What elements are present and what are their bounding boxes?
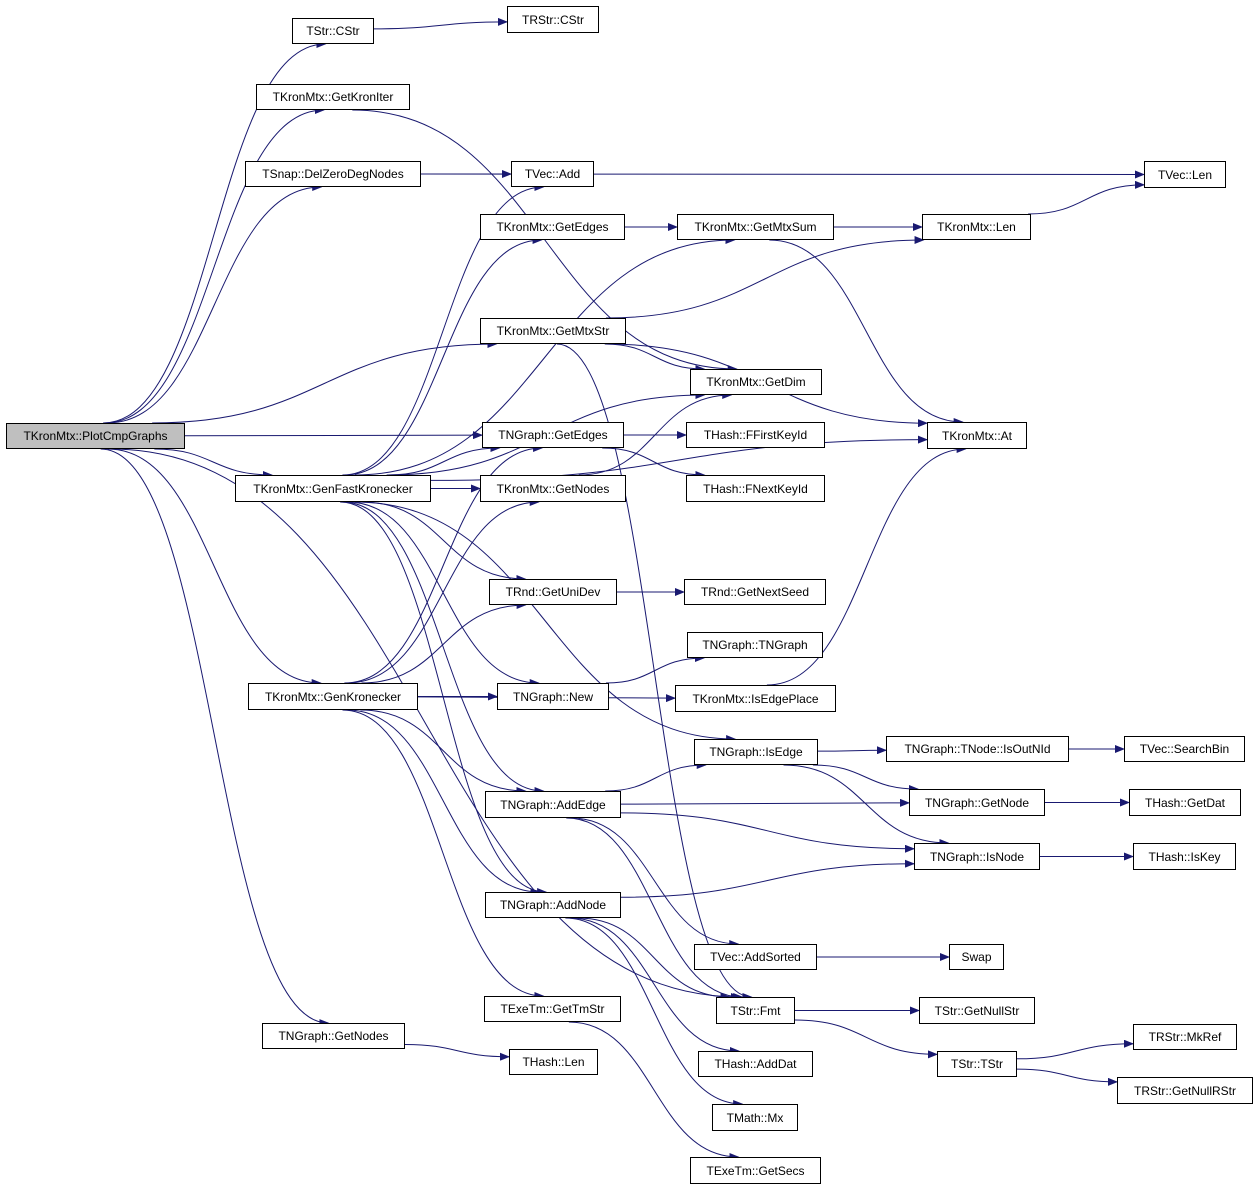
edge-tkronmtx-plotcmpgraphs-to-tkronmtx-getmtxstr <box>152 340 498 424</box>
node-trstr-cstr[interactable]: TRStr::CStr <box>507 6 599 33</box>
node-tngraph-isnode[interactable]: TNGraph::IsNode <box>914 843 1040 870</box>
edge-tkronmtx-len-to-tvec-len <box>1028 180 1145 215</box>
edge-tstr-fmt-to-tstr-tstr <box>794 1019 938 1059</box>
node-texetm-getsecs[interactable]: TExeTm::GetSecs <box>690 1157 821 1184</box>
node-tvec-addsorted[interactable]: TVec::AddSorted <box>694 944 817 970</box>
edge-tkronmtx-getmtxstr-to-tkronmtx-len <box>605 236 925 319</box>
edge-tngraph-getnodes-to-thash-len <box>404 1043 510 1061</box>
node-tkronmtx-getkroniter[interactable]: TKronMtx::GetKronIter <box>256 84 410 110</box>
edge-tngraph-isedge-to-tngraph-getnode <box>812 764 919 793</box>
edge-tkronmtx-plotcmpgraphs-to-tkronmtx-genkronecker <box>107 448 322 687</box>
node-trstr-getnullrstr[interactable]: TRStr::GetNullRStr <box>1117 1077 1253 1104</box>
edge-tkronmtx-plotcmpgraphs-to-tsnap-delzerodegnodes <box>107 183 323 424</box>
node-tkronmtx-at[interactable]: TKronMtx::At <box>927 422 1027 449</box>
edge-tkronmtx-genfastkronecker-to-tngraph-isedge <box>354 501 737 743</box>
node-tngraph-getnodes[interactable]: TNGraph::GetNodes <box>262 1023 405 1049</box>
edge-tkronmtx-plotcmpgraphs-to-tstr-cstr <box>103 40 327 424</box>
node-tngraph-tngraph[interactable]: TNGraph::TNGraph <box>687 632 823 658</box>
node-tstr-tstr[interactable]: TStr::TStr <box>937 1051 1017 1077</box>
edge-tkronmtx-isedgeplace-to-tkronmtx-at <box>766 445 967 686</box>
edge-tkronmtx-genkronecker-to-trnd-getunidev <box>361 601 527 684</box>
edge-tkronmtx-genfastkronecker-to-tkronmtx-getedges <box>344 236 543 476</box>
edge-tngraph-addnode-to-thash-adddat <box>569 917 740 1055</box>
node-thash-len[interactable]: THash::Len <box>509 1049 598 1075</box>
node-tvec-add[interactable]: TVec::Add <box>511 161 594 187</box>
node-tvec-searchbin[interactable]: TVec::SearchBin <box>1124 736 1245 762</box>
edge-tkronmtx-genfastkronecker-to-tkronmtx-getmtxsum <box>354 236 736 476</box>
node-trstr-mkref[interactable]: TRStr::MkRef <box>1133 1024 1237 1050</box>
node-tsnap-delzerodegnodes[interactable]: TSnap::DelZeroDegNodes <box>245 161 421 187</box>
node-tstr-cstr[interactable]: TStr::CStr <box>292 18 374 44</box>
edge-tkronmtx-getmtxsum-to-tkronmtx-at <box>769 239 964 426</box>
node-thash-adddat[interactable]: THash::AddDat <box>698 1051 813 1077</box>
node-tstr-getnullstr[interactable]: TStr::GetNullStr <box>919 997 1035 1024</box>
edge-tngraph-new-to-tngraph-tngraph <box>605 654 706 684</box>
node-tkronmtx-getnodes[interactable]: TKronMtx::GetNodes <box>480 475 626 502</box>
node-trnd-getnextseed[interactable]: TRnd::GetNextSeed <box>684 579 826 605</box>
edge-tkronmtx-plotcmpgraphs-to-tkronmtx-genfastkronecker <box>154 448 273 479</box>
edge-tkronmtx-genkronecker-to-texetm-gettmstr <box>342 709 545 1000</box>
node-swap[interactable]: Swap <box>949 944 1004 970</box>
node-tmath-mx[interactable]: TMath::Mx <box>712 1104 798 1131</box>
edge-tkronmtx-plotcmpgraphs-to-tstr-fmt <box>110 448 741 1001</box>
node-thash-ffirstkeyid[interactable]: THash::FFirstKeyId <box>686 422 825 448</box>
edge-tngraph-addedge-to-tvec-addsorted <box>570 817 740 948</box>
node-tkronmtx-len[interactable]: TKronMtx::Len <box>922 214 1031 240</box>
node-tkronmtx-genfastkronecker[interactable]: TKronMtx::GenFastKronecker <box>235 475 431 502</box>
edge-tkronmtx-genfastkronecker-to-tngraph-getedges <box>388 444 501 476</box>
node-tkronmtx-getdim[interactable]: TKronMtx::GetDim <box>690 369 822 395</box>
node-tngraph-new[interactable]: TNGraph::New <box>497 683 609 710</box>
node-tkronmtx-getedges[interactable]: TKronMtx::GetEdges <box>480 214 625 240</box>
edge-tngraph-addnode-to-tmath-mx <box>565 917 744 1108</box>
edge-tngraph-getedges-to-thash-fnextkeyid <box>602 447 706 479</box>
edge-tkronmtx-genkronecker-to-tngraph-addedge <box>360 709 527 795</box>
edge-tngraph-isedge-to-tngraph-isnode <box>783 764 950 847</box>
node-tngraph-addnode[interactable]: TNGraph::AddNode <box>485 892 621 918</box>
edge-tkronmtx-plotcmpgraphs-to-tkronmtx-getkroniter <box>104 106 325 424</box>
node-tkronmtx-getmtxstr[interactable]: TKronMtx::GetMtxStr <box>480 318 626 344</box>
node-tkronmtx-getmtxsum[interactable]: TKronMtx::GetMtxSum <box>677 214 834 240</box>
edge-tkronmtx-genkronecker-to-tngraph-getedges <box>344 444 544 684</box>
node-trnd-getunidev[interactable]: TRnd::GetUniDev <box>489 579 617 605</box>
node-tngraph-isedge[interactable]: TNGraph::IsEdge <box>694 739 818 765</box>
edge-tngraph-addedge-to-tngraph-getnode <box>620 798 910 807</box>
edge-tkronmtx-getmtxstr-to-tkronmtx-getdim <box>604 343 706 373</box>
edge-tngraph-addedge-to-tngraph-isedge <box>605 761 707 792</box>
edge-tkronmtx-genfastkronecker-to-tngraph-addedge <box>342 501 545 795</box>
node-tvec-len[interactable]: TVec::Len <box>1144 161 1226 188</box>
edge-tkronmtx-plotcmpgraphs-to-tngraph-getedges <box>184 431 483 440</box>
edge-tstr-tstr-to-trstr-getnullrstr <box>1016 1068 1118 1086</box>
edge-tngraph-addedge-to-tstr-fmt <box>566 817 744 1001</box>
node-thash-iskey[interactable]: THash::IsKey <box>1133 843 1236 870</box>
edge-tngraph-addedge-to-tngraph-isnode <box>620 812 915 853</box>
edge-tngraph-isedge-to-tngraph-tnode-isoutnid <box>817 746 887 755</box>
node-tngraph-getnode[interactable]: TNGraph::GetNode <box>909 789 1045 816</box>
edge-tkronmtx-genfastkronecker-to-tvec-add <box>342 183 545 476</box>
edge-tkronmtx-genkronecker-to-tngraph-addnode <box>347 709 541 896</box>
node-tstr-fmt[interactable]: TStr::Fmt <box>716 997 795 1024</box>
node-tkronmtx-plotcmpgraphs[interactable]: TKronMtx::PlotCmpGraphs <box>6 423 185 449</box>
edge-tngraph-addnode-to-tstr-fmt <box>577 917 731 1001</box>
edge-tstr-tstr-to-trstr-mkref <box>1016 1039 1134 1060</box>
edge-texetm-gettmstr-to-texetm-getsecs <box>568 1021 740 1161</box>
edge-tstr-cstr-to-trstr-cstr <box>373 17 508 30</box>
edge-tngraph-addnode-to-tngraph-isnode <box>620 859 915 898</box>
node-thash-fnextkeyid[interactable]: THash::FNextKeyId <box>686 475 825 502</box>
node-tngraph-addedge[interactable]: TNGraph::AddEdge <box>485 791 621 818</box>
node-tngraph-tnode-isoutnid[interactable]: TNGraph::TNode::IsOutNId <box>886 736 1069 762</box>
node-tkronmtx-genkronecker[interactable]: TKronMtx::GenKronecker <box>248 683 418 710</box>
node-texetm-gettmstr[interactable]: TExeTm::GetTmStr <box>484 996 621 1022</box>
edge-tkronmtx-genkronecker-to-tkronmtx-getnodes <box>347 498 540 684</box>
node-thash-getdat[interactable]: THash::GetDat <box>1129 789 1241 816</box>
node-tngraph-getedges[interactable]: TNGraph::GetEdges <box>482 422 624 448</box>
edge-tkronmtx-plotcmpgraphs-to-tngraph-getnodes <box>100 448 330 1027</box>
node-tkronmtx-isedgeplace[interactable]: TKronMtx::IsEdgePlace <box>675 685 836 712</box>
